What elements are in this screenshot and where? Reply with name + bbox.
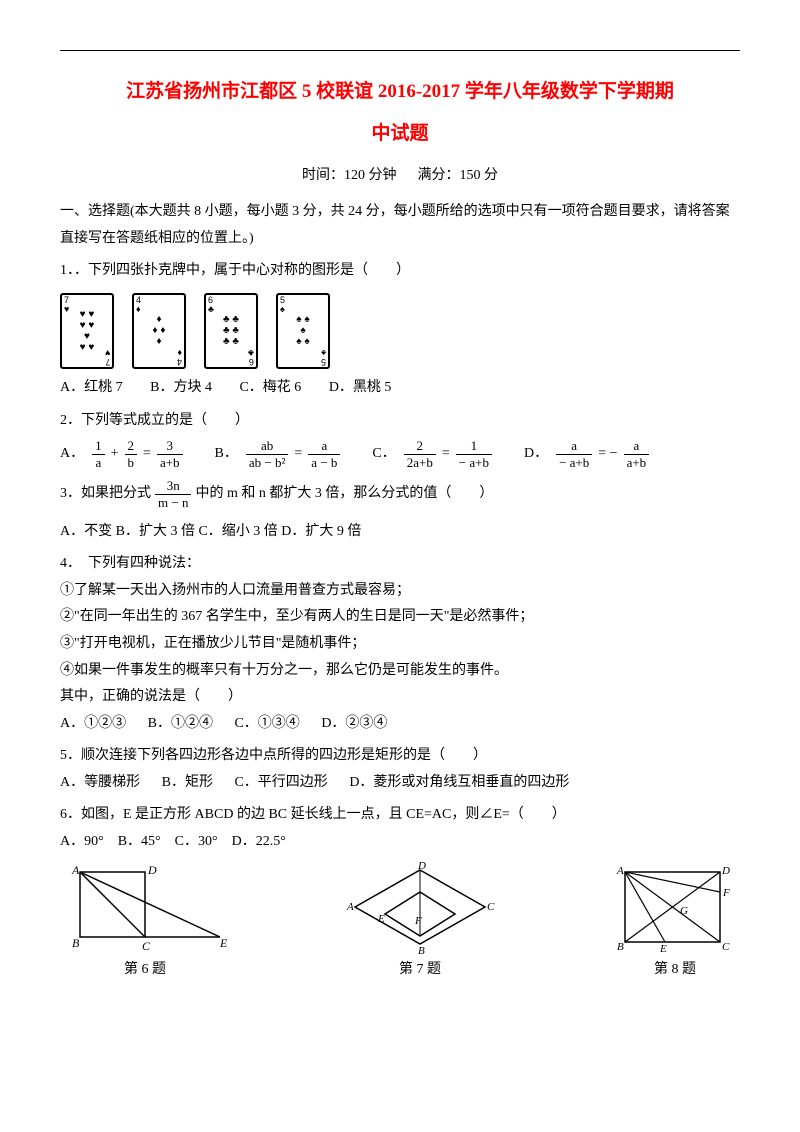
page-title: 江苏省扬州市江都区 5 校联谊 2016-2017 学年八年级数学下学期期 中试… bbox=[60, 71, 740, 155]
q2-label-b: B． bbox=[215, 441, 238, 468]
q6-text: 6．如图，E 是正方形 ABCD 的边 BC 延长线上一点，且 CE=AC，则∠… bbox=[60, 802, 740, 829]
svg-text:E: E bbox=[219, 936, 228, 950]
svg-text:A: A bbox=[616, 865, 624, 877]
q4-opt-c: C．①③④ bbox=[234, 716, 299, 731]
svg-text:D: D bbox=[147, 863, 157, 877]
q4-options: A．①②③ B．①②④ C．①③④ D．②③④ bbox=[60, 711, 740, 738]
q4-item-2: ②"在同一年出生的 367 名学生中，至少有两人的生日是同一天"是必然事件； bbox=[60, 604, 740, 631]
section-1-heading: 一、选择题(本大题共 8 小题，每小题 3 分，共 24 分，每小题所给的选项中… bbox=[60, 199, 740, 252]
q1-opt-b: B．方块 4 bbox=[150, 380, 212, 395]
svg-text:B: B bbox=[418, 945, 425, 957]
figure-6: A D B C E 第 6 题 bbox=[60, 862, 230, 984]
q3-pre: 3．如果把分式 bbox=[60, 481, 151, 508]
frac-2-over-b: 2b bbox=[125, 438, 138, 470]
q5-options: A．等腰梯形 B．矩形 C．平行四边形 D．菱形或对角线互相垂直的四边形 bbox=[60, 770, 740, 797]
svg-text:D: D bbox=[417, 862, 426, 872]
q1-opt-a: A．红桃 7 bbox=[60, 380, 123, 395]
q5-opt-a: A．等腰梯形 bbox=[60, 775, 140, 790]
q4-opt-a: A．①②③ bbox=[60, 716, 126, 731]
q2-label-c: C． bbox=[372, 441, 395, 468]
figure-8: A D B C E F G 第 8 题 bbox=[610, 862, 740, 984]
q3-post: 中的 m 和 n 都扩大 3 倍，那么分式的值（ ） bbox=[195, 481, 493, 508]
question-2: 2．下列等式成立的是（ ） A． 1a + 2b = 3a+b B． abab … bbox=[60, 408, 740, 471]
svg-text:B: B bbox=[72, 936, 80, 950]
q1-opt-d: D．黑桃 5 bbox=[329, 380, 392, 395]
q4-text: 4． 下列有四种说法： bbox=[60, 551, 740, 578]
figure-7: A B C D E F 第 7 题 bbox=[345, 862, 495, 984]
figure-7-caption: 第 7 题 bbox=[345, 957, 495, 984]
q5-opt-d: D．菱形或对角线互相垂直的四边形 bbox=[349, 775, 569, 790]
meta-time: 时间：120 分钟 bbox=[302, 168, 397, 183]
question-5: 5．顺次连接下列各四边形各边中点所得的四边形是矩形的是（ ） A．等腰梯形 B．… bbox=[60, 743, 740, 796]
q2-options: A． 1a + 2b = 3a+b B． abab − b² = aa − b … bbox=[60, 438, 740, 470]
figure-6-caption: 第 6 题 bbox=[60, 957, 230, 984]
svg-text:B: B bbox=[617, 941, 624, 953]
q2-text: 2．下列等式成立的是（ ） bbox=[60, 408, 740, 435]
meta-full: 满分：150 分 bbox=[418, 168, 499, 183]
svg-text:C: C bbox=[722, 941, 730, 953]
svg-text:A: A bbox=[71, 863, 80, 877]
frac-a-over-nab: a− a+b bbox=[556, 438, 592, 470]
title-line-1: 江苏省扬州市江都区 5 校联谊 2016-2017 学年八年级数学下学期期 bbox=[60, 71, 740, 113]
q5-opt-c: C．平行四边形 bbox=[234, 775, 327, 790]
top-rule bbox=[60, 50, 740, 51]
exam-meta: 时间：120 分钟 满分：150 分 bbox=[60, 163, 740, 190]
q4-item-1: ①了解某一天出入扬州市的人口流量用普查方式最容易； bbox=[60, 578, 740, 605]
q4-item-4: ④如果一件事发生的概率只有十万分之一，那么它仍是可能发生的事件。 bbox=[60, 658, 740, 685]
question-4: 4． 下列有四种说法： ①了解某一天出入扬州市的人口流量用普查方式最容易； ②"… bbox=[60, 551, 740, 737]
svg-text:F: F bbox=[414, 915, 422, 927]
question-6: 6．如图，E 是正方形 ABCD 的边 BC 延长线上一点，且 CE=AC，则∠… bbox=[60, 802, 740, 855]
q1-opt-c: C．梅花 6 bbox=[239, 380, 301, 395]
question-1: 1．．下列四张扑克牌中，属于中心对称的图形是（ ） 7♥ ♥ ♥♥ ♥♥♥ ♥ … bbox=[60, 258, 740, 401]
q5-opt-b: B．矩形 bbox=[162, 775, 213, 790]
frac-1-over-nab: 1− a+b bbox=[456, 438, 492, 470]
figure-8-caption: 第 8 题 bbox=[610, 957, 740, 984]
q2-label-d: D． bbox=[524, 441, 548, 468]
svg-text:A: A bbox=[346, 901, 354, 913]
title-line-2: 中试题 bbox=[60, 113, 740, 155]
frac-2-over-2apb: 22a+b bbox=[404, 438, 436, 470]
card-diamonds-4: 4♦ ♦♦ ♦♦ 4♦ bbox=[132, 293, 186, 369]
q2-label-a: A． bbox=[60, 441, 84, 468]
card-spades-5: 5♠ ♠ ♠♠♠ ♠ 5♠ bbox=[276, 293, 330, 369]
svg-text:E: E bbox=[377, 913, 385, 925]
svg-text:G: G bbox=[680, 905, 688, 917]
q4-opt-d: D．②③④ bbox=[321, 716, 387, 731]
figure-6-svg: A D B C E bbox=[60, 862, 230, 957]
svg-text:C: C bbox=[142, 939, 151, 953]
figure-7-svg: A B C D E F bbox=[345, 862, 495, 957]
frac-3n-over-mn: 3nm − n bbox=[155, 478, 191, 510]
card-hearts-7: 7♥ ♥ ♥♥ ♥♥♥ ♥ 7♥ bbox=[60, 293, 114, 369]
frac-a-over-amb: aa − b bbox=[308, 438, 340, 470]
q3-options: A．不变 B．扩大 3 倍 C．缩小 3 倍 D．扩大 9 倍 bbox=[60, 519, 740, 546]
question-3: 3．如果把分式 3nm − n 中的 m 和 n 都扩大 3 倍，那么分式的值（… bbox=[60, 478, 740, 545]
svg-text:C: C bbox=[487, 901, 495, 913]
frac-1-over-a: 1a bbox=[92, 438, 105, 470]
figure-row: A D B C E 第 6 题 A B C D E F 第 7 题 A bbox=[60, 862, 740, 984]
svg-text:E: E bbox=[659, 943, 667, 955]
card-clubs-6: 6♣ ♣ ♣♣ ♣♣ ♣ 6♣ bbox=[204, 293, 258, 369]
q5-text: 5．顺次连接下列各四边形各边中点所得的四边形是矩形的是（ ） bbox=[60, 743, 740, 770]
svg-text:D: D bbox=[721, 865, 730, 877]
q4-ask: 其中，正确的说法是（ ） bbox=[60, 684, 740, 711]
svg-text:F: F bbox=[722, 887, 730, 899]
q4-item-3: ③"打开电视机，正在播放少儿节目"是随机事件； bbox=[60, 631, 740, 658]
frac-a-over-apb: aa+b bbox=[624, 438, 650, 470]
frac-3-over-apb: 3a+b bbox=[157, 438, 183, 470]
q1-options: A．红桃 7 B．方块 4 C．梅花 6 D．黑桃 5 bbox=[60, 375, 740, 402]
q6-options: A．90° B．45° C．30° D．22.5° bbox=[60, 829, 740, 856]
q1-text: 1．．下列四张扑克牌中，属于中心对称的图形是（ ） bbox=[60, 258, 740, 285]
frac-ab-over-abmb2: abab − b² bbox=[246, 438, 289, 470]
figure-8-svg: A D B C E F G bbox=[610, 862, 740, 957]
card-row: 7♥ ♥ ♥♥ ♥♥♥ ♥ 7♥ 4♦ ♦♦ ♦♦ 4♦ 6♣ ♣ ♣♣ ♣♣ … bbox=[60, 293, 740, 369]
q4-opt-b: B．①②④ bbox=[148, 716, 213, 731]
